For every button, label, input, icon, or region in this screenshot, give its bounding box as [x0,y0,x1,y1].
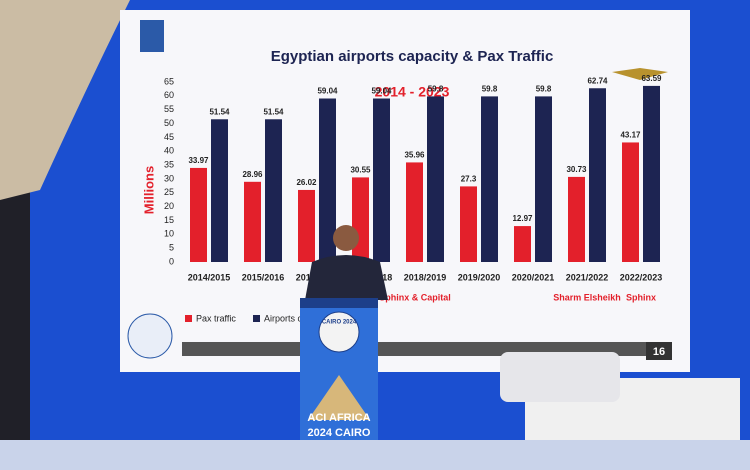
y-tick-label: 25 [164,187,174,197]
value-label: 30.55 [350,166,371,175]
value-label: 26.02 [296,178,317,187]
bar [643,85,660,262]
x-tick-label: 2020/2021 [512,272,555,282]
y-tick-label: 45 [164,132,174,142]
y-tick-label: 50 [164,118,174,128]
y-tick-label: 20 [164,201,174,211]
flowers [0,440,750,470]
x-tick-label: 2019/2020 [458,272,501,282]
bar [190,167,207,262]
pyramid [308,375,370,420]
y-tick-label: 30 [164,173,174,183]
bar [406,162,423,262]
value-label: 63.59 [641,74,662,83]
bar [373,98,390,263]
y-tick-label: 35 [164,159,174,169]
value-label: 35.96 [404,151,425,160]
value-label: 59.04 [317,87,338,96]
annotation: Sphinx [626,292,656,302]
bar [481,96,498,263]
bar [589,88,606,263]
podium-badge-text: CAIRO 2024 [322,320,357,326]
podium: CAIRO 2024 ACI AFRICA 2024 CAIRO [300,298,378,458]
value-label: 51.54 [263,107,284,116]
y-tick-label: 55 [164,104,174,114]
y-tick-label: 65 [164,76,174,86]
value-label: 30.73 [566,165,587,174]
value-label: 12.97 [512,214,533,223]
y-tick-label: 0 [169,256,174,266]
legend-label: Pax traffic [196,313,236,323]
y-tick-label: 60 [164,90,174,100]
slide-number: 16 [653,346,665,358]
curtain [0,0,130,200]
bar [244,181,261,262]
chart-title: Egyptian airports capacity & Pax Traffic [271,48,554,65]
y-tick-label: 15 [164,215,174,225]
chart: 0 5 10 15 20 25 30 35 40 45 50 55 60 65 2014/2015 33.97… [164,74,662,323]
cairo-logo [127,313,173,359]
value-label: 59.8 [536,85,552,94]
value-label: 51.54 [209,107,230,116]
chart-subtitle: 2014 - 2023 [375,84,450,100]
value-label: 59.8 [482,85,498,94]
bar [460,186,477,262]
podium-badge [318,311,360,353]
y-tick-label: 40 [164,146,174,156]
x-tick-label: 2022/2023 [620,272,663,282]
bar [319,98,336,263]
annotation: Sharm Elsheikh [553,292,621,302]
logo-left [140,20,164,52]
value-label: 33.97 [188,156,209,165]
legend-swatch [253,315,260,322]
bar [568,176,585,262]
value-label: 27.3 [461,175,477,184]
bar [427,96,444,263]
chair [500,352,620,402]
y-tick-label: 5 [169,243,174,253]
slide-number-box [646,342,672,360]
x-tick-label: 2021/2022 [566,272,609,282]
speaker [305,225,388,300]
bar [622,142,639,262]
x-tick-label: 2014/2015 [188,272,231,282]
podium-line1: ACI AFRICA [307,412,370,424]
bar [535,96,552,263]
speaker-body [305,255,388,300]
speaker-head [333,225,359,251]
bar [514,226,531,262]
x-tick-label: 2018/2019 [404,272,447,282]
y-tick-label: 10 [164,229,174,239]
bar [352,177,369,262]
value-label: 43.17 [620,131,641,140]
annotation: Sphinx & Capital [379,292,451,302]
podium-top [300,298,378,308]
bar [265,119,282,262]
bar [211,119,228,262]
legend-label: Airports capacity [264,313,331,323]
bar [298,189,315,262]
value-label: 59.04 [371,87,392,96]
legend-swatch [185,315,192,322]
y-axis-label: Millions [141,166,156,214]
podium-line2: 2024 CAIRO [308,427,371,439]
value-label: 59.8 [428,85,444,94]
value-label: 62.74 [587,76,608,85]
x-tick-label: 2015/2016 [242,272,285,282]
logo-right [612,68,668,80]
value-label: 28.96 [242,170,263,179]
